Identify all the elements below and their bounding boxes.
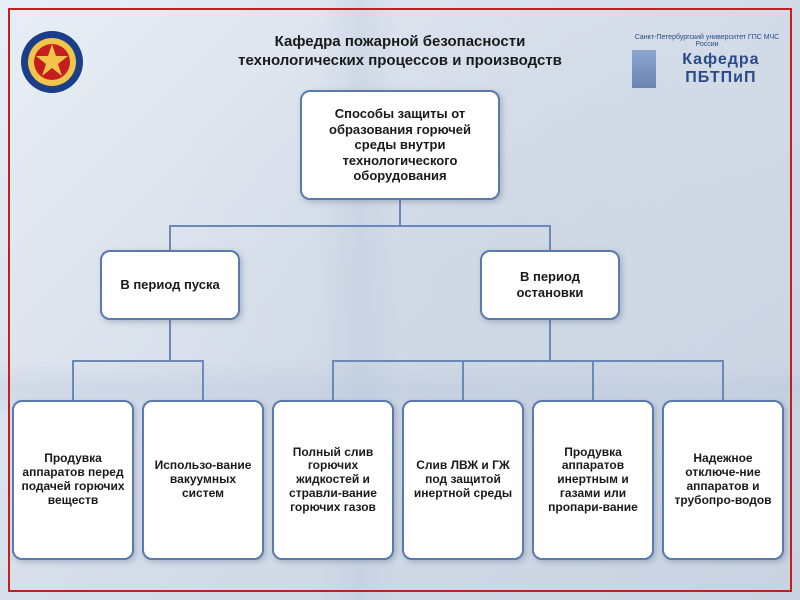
- connector-segment: [549, 225, 551, 250]
- connector-segment: [332, 360, 334, 400]
- node-period-start: В период пуска: [100, 250, 240, 320]
- connector-segment: [399, 200, 401, 225]
- department-caption: Санкт-Петербургский университет ГПС МЧС …: [632, 34, 782, 48]
- connector-segment: [73, 360, 203, 362]
- department-name: Кафедра ПБТПиП: [660, 51, 782, 87]
- connector-segment: [170, 225, 550, 227]
- node-l2-label: Использо-вание вакуумных систем: [150, 459, 256, 500]
- connector-segment: [169, 225, 171, 250]
- page-title: Кафедра пожарной безопасности технологич…: [238, 32, 562, 71]
- node-root-label: Способы защиты от образования горючей ср…: [308, 106, 492, 184]
- connector-segment: [549, 320, 551, 360]
- header: Кафедра пожарной безопасности технологич…: [0, 16, 800, 86]
- connector-segment: [462, 360, 464, 400]
- node-m2-label: В период остановки: [488, 269, 612, 300]
- node-l3-label: Полный слив горючих жидкостей и стравли-…: [280, 446, 386, 515]
- university-emblem: [20, 30, 84, 94]
- node-leaf-2: Использо-вание вакуумных систем: [142, 400, 264, 560]
- connector-segment: [592, 360, 594, 400]
- node-leaf-4: Слив ЛВЖ и ГЖ под защитой инертной среды: [402, 400, 524, 560]
- connector-segment: [722, 360, 724, 400]
- node-l4-label: Слив ЛВЖ и ГЖ под защитой инертной среды: [410, 459, 516, 500]
- connector-segment: [72, 360, 74, 400]
- node-root: Способы защиты от образования горючей ср…: [300, 90, 500, 200]
- node-leaf-3: Полный слив горючих жидкостей и стравли-…: [272, 400, 394, 560]
- connector-segment: [333, 360, 723, 362]
- node-l1-label: Продувка аппаратов перед подачей горючих…: [20, 452, 126, 507]
- connector-segment: [169, 320, 171, 360]
- building-icon: [632, 50, 656, 88]
- title-line-1: Кафедра пожарной безопасности: [238, 32, 562, 52]
- node-leaf-1: Продувка аппаратов перед подачей горючих…: [12, 400, 134, 560]
- connector-segment: [202, 360, 204, 400]
- node-l5-label: Продувка аппаратов инертным и газами или…: [540, 446, 646, 515]
- node-l6-label: Надежное отключе-ние аппаратов и трубопр…: [670, 452, 776, 507]
- title-line-2: технологических процессов и производств: [238, 51, 562, 71]
- node-m1-label: В период пуска: [120, 277, 219, 293]
- node-leaf-5: Продувка аппаратов инертным и газами или…: [532, 400, 654, 560]
- node-period-stop: В период остановки: [480, 250, 620, 320]
- node-leaf-6: Надежное отключе-ние аппаратов и трубопр…: [662, 400, 784, 560]
- department-logo: Санкт-Петербургский университет ГПС МЧС …: [632, 34, 782, 84]
